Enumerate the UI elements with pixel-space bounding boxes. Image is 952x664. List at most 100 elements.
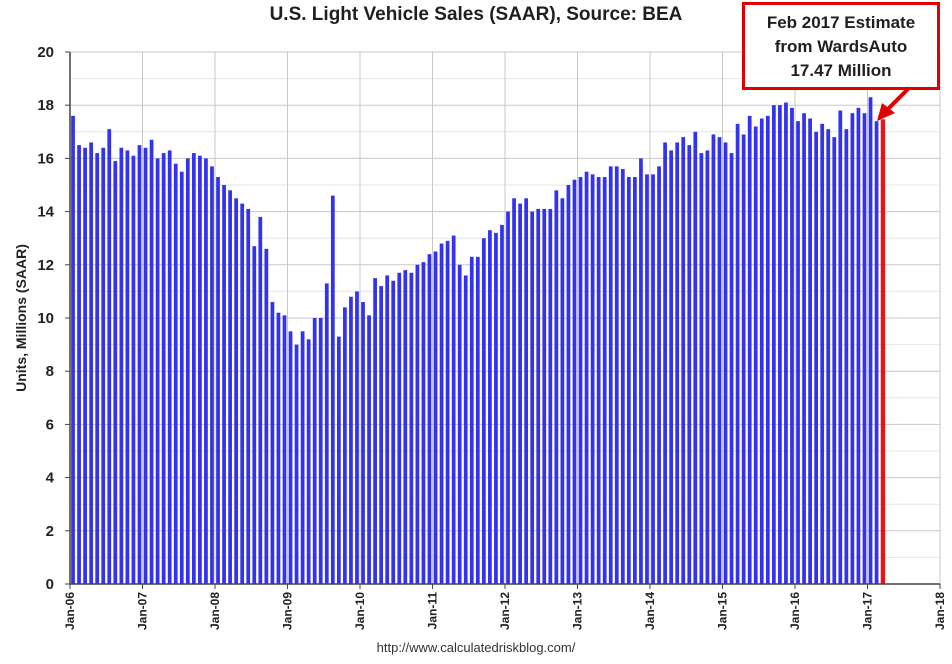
bar [693,131,698,585]
bar-series [69,52,940,585]
annotation-line-3: 17.47 Million [790,61,892,80]
bar [185,158,190,584]
bar [608,166,613,584]
bar [240,203,245,584]
bar [463,275,468,584]
x-tick-label: Jan-14 [643,592,657,630]
bar [258,216,263,585]
bar [512,198,516,585]
estimate-annotation-box: Feb 2017 Estimate from WardsAuto 17.47 M… [742,2,940,90]
bar [300,331,305,584]
bar [445,240,450,585]
bar [77,145,81,584]
bar [349,296,353,584]
bar [506,211,510,584]
bar [494,232,498,584]
bar [282,315,287,584]
bar [651,174,655,585]
chart-title: U.S. Light Vehicle Sales (SAAR), Source:… [269,4,683,25]
bar [379,286,384,584]
bar [874,121,879,584]
bar [729,153,734,584]
x-tick-label: Jan-08 [208,592,222,630]
bar [747,115,752,584]
y-tick-label: 14 [37,204,54,221]
bar [367,315,371,584]
bar [131,155,136,585]
annotation-line-2: from WardsAuto [774,37,908,56]
bar [657,166,661,584]
bar [645,174,649,585]
bar [771,105,776,584]
bar [336,336,341,584]
y-tick-label: 0 [46,576,54,593]
bar [457,264,462,584]
x-tick-label: Jan-17 [861,592,875,630]
bar [560,198,565,585]
bar [119,147,124,584]
x-tick-label: Jan-07 [136,592,150,630]
bar [179,171,184,584]
bar [759,118,764,584]
bar [95,153,100,584]
bar [113,161,118,584]
bar [101,147,106,584]
bar [204,158,208,584]
bar [500,224,504,584]
bar [306,339,311,584]
x-tick-label: Jan-10 [353,592,367,630]
bar [330,195,335,584]
bar [796,121,800,584]
y-tick-label: 8 [46,363,54,380]
bar [784,102,788,584]
y-tick-label: 4 [46,470,55,487]
bar [83,147,87,584]
bar [614,166,619,584]
bar [711,134,716,584]
x-axis-ticks: Jan-06 Jan-07 Jan-08 Jan-09 Jan-10 Jan-11 Jan-… [63,584,947,630]
bar [89,142,94,584]
bar [469,256,474,584]
bar [826,129,831,584]
bar [391,280,396,584]
bar [107,129,112,584]
bar [735,123,740,584]
bar [741,134,746,584]
bar [167,150,172,585]
bar [318,318,323,584]
bar [808,118,812,584]
annotation-arrow [885,87,910,112]
bar [481,238,486,584]
bar [361,302,365,584]
bar [554,190,559,584]
bar [173,163,178,584]
bar [723,142,728,584]
x-tick-label: Jan-06 [63,592,77,630]
x-tick-label: Jan-13 [571,592,585,630]
bar [850,113,855,585]
bar [675,142,680,584]
bar [210,166,214,584]
bar [717,137,722,584]
bar [288,331,293,584]
bar [542,208,547,584]
bar [149,139,154,584]
bar [246,208,251,584]
bar [778,105,782,584]
bar [814,131,819,585]
bar [312,318,317,584]
bar [324,283,329,584]
bar [753,126,758,584]
bar [669,150,674,585]
x-tick-label: Jan-18 [933,592,947,630]
bar [125,150,130,585]
bar [216,177,220,584]
bar [596,177,601,584]
annotation-line-1: Feb 2017 Estimate [766,13,916,32]
bar [234,198,239,585]
bar [409,272,414,584]
y-tick-label: 12 [37,257,54,274]
bar [790,107,794,585]
bar [198,155,202,585]
